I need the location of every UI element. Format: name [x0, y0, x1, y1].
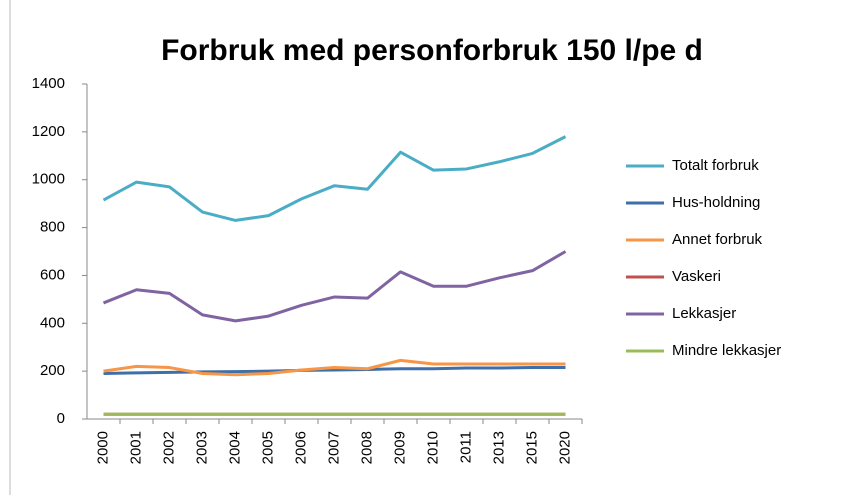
x-tick-label: 2004: [226, 431, 243, 464]
x-tick-label: 2007: [325, 431, 342, 464]
legend-label: Annet forbruk: [672, 231, 763, 248]
x-tick-label: 2000: [94, 431, 111, 464]
x-tick-label: 2008: [358, 431, 375, 464]
y-tick-label: 1000: [32, 171, 65, 188]
legend-label: Lekkasjer: [672, 305, 736, 322]
y-tick-label: 1400: [32, 75, 65, 92]
x-tick-label: 2003: [193, 431, 210, 464]
x-tick-label: 2010: [424, 431, 441, 464]
y-tick-label: 200: [40, 362, 65, 379]
legend-label: Mindre lekkasjer: [672, 342, 781, 359]
y-tick-label: 1200: [32, 123, 65, 140]
series-line: [102, 250, 567, 323]
legend-label: Hus-holdning: [672, 194, 760, 211]
series-line: [103, 366, 566, 376]
series-line: [103, 358, 566, 377]
y-tick-label: 600: [40, 266, 65, 283]
y-tick-label: 400: [40, 314, 65, 331]
y-tick-label: 0: [57, 410, 65, 427]
x-tick-label: 2011: [457, 431, 474, 463]
x-tick-label: 2009: [391, 431, 408, 464]
y-tick-label: 800: [40, 219, 65, 236]
chart-title: Forbruk med personforbruk 150 l/pe d: [161, 34, 703, 67]
x-tick-label: 2020: [556, 431, 573, 464]
x-tick-label: 2002: [160, 431, 177, 464]
legend-label: Vaskeri: [672, 268, 721, 285]
x-tick-label: 2001: [127, 431, 144, 464]
series-line: [102, 135, 567, 222]
x-tick-label: 2006: [292, 431, 309, 464]
x-tick-label: 2015: [523, 431, 540, 464]
x-tick-label: 2005: [259, 431, 276, 464]
x-tick-label: 2013: [490, 431, 507, 464]
legend-label: Totalt forbruk: [672, 157, 759, 174]
